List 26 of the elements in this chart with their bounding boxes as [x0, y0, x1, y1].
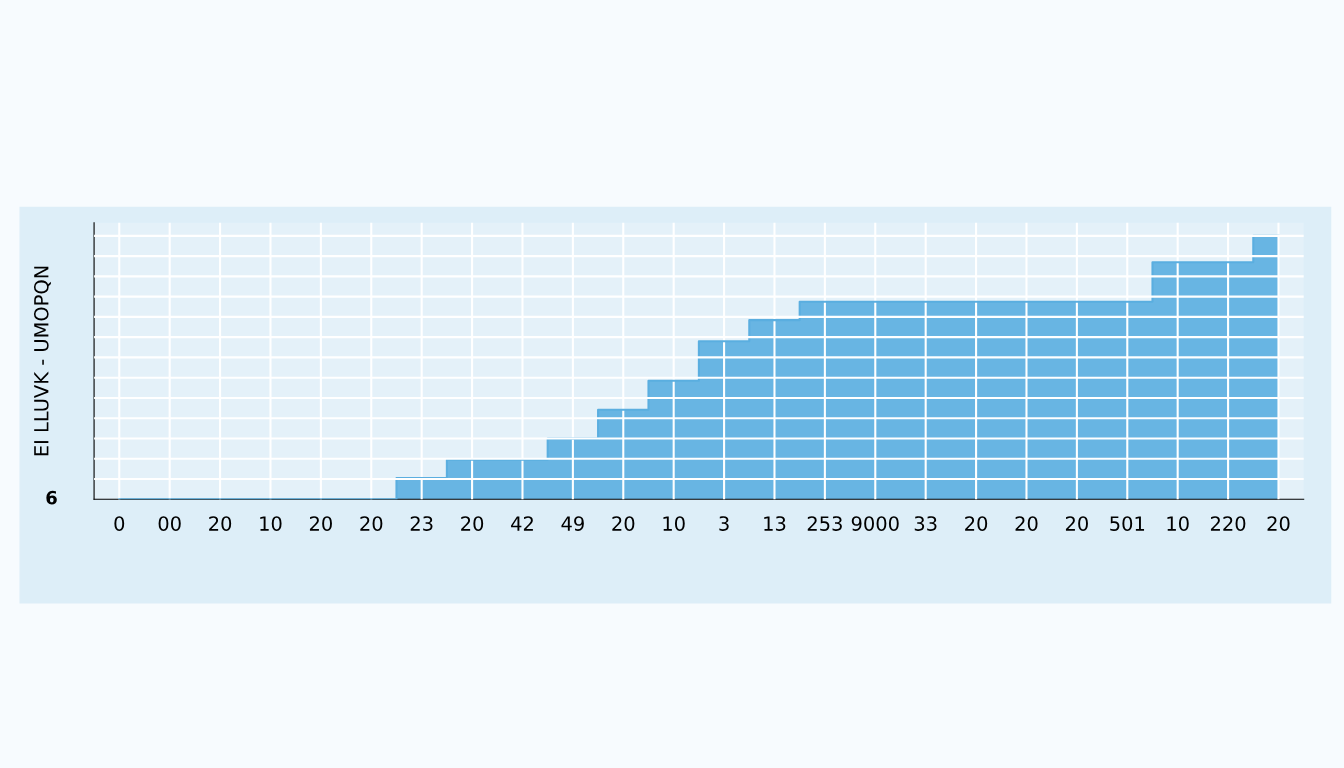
x-tick-label: 10 — [260, 516, 282, 531]
x-tick-label: 10 — [663, 516, 685, 531]
x-tick-label: 20 — [965, 516, 988, 531]
x-tick-label: 0 — [114, 516, 125, 531]
x-tick-label: 20 — [1015, 516, 1038, 531]
text: 6 — [46, 490, 57, 505]
x-tick-label: 13 — [764, 516, 786, 531]
x-tick-label: 9000 — [851, 516, 899, 531]
x-tick-label: 3 — [719, 516, 729, 531]
x-tick-label: 20 — [1267, 516, 1290, 531]
x-tick-label: 20 — [360, 516, 383, 531]
x-tick-label: 20 — [461, 516, 484, 531]
x-tick-label: 20 — [1065, 516, 1088, 531]
x-tick-label: 220 — [1210, 516, 1246, 531]
x-tick-label: 33 — [914, 516, 937, 531]
y-axis-title: EI LLUVK - UMOPQN — [33, 266, 51, 456]
x-tick-label: 20 — [612, 516, 635, 531]
x-tick-label: 10 — [1167, 516, 1189, 531]
x-tick-label: 00 — [158, 516, 181, 531]
x-tick-label: 23 — [410, 516, 433, 531]
x-tick-label: 42 — [511, 516, 533, 531]
x-tick-label: 20 — [309, 516, 332, 531]
x-tick-label: 49 — [561, 516, 584, 531]
x-tick-label: 501 — [1110, 516, 1145, 531]
x-tick-label: 20 — [209, 516, 232, 531]
x-tick-label: 253 — [807, 516, 842, 531]
